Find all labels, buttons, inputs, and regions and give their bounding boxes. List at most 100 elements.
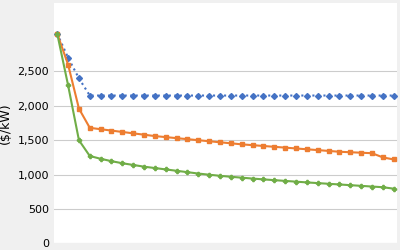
Moderate <box>66 63 70 66</box>
Moderate <box>315 148 320 152</box>
Advanced <box>218 174 222 177</box>
Moderate <box>337 150 342 153</box>
Moderate <box>120 130 125 134</box>
Conservative <box>55 32 60 35</box>
Advanced <box>98 157 103 160</box>
Conservative <box>239 94 244 97</box>
Moderate <box>174 137 179 140</box>
Moderate <box>207 140 212 143</box>
Moderate <box>76 107 81 110</box>
Moderate <box>163 136 168 138</box>
Advanced <box>207 173 212 176</box>
Conservative <box>304 94 309 97</box>
Line: Moderate: Moderate <box>55 32 396 162</box>
Conservative <box>142 94 146 97</box>
Conservative <box>283 94 288 97</box>
Advanced <box>185 171 190 174</box>
Conservative <box>218 94 222 97</box>
Advanced <box>66 84 70 87</box>
Conservative <box>207 94 212 97</box>
Advanced <box>120 162 125 165</box>
Moderate <box>55 32 60 35</box>
Conservative <box>228 94 233 97</box>
Moderate <box>218 141 222 144</box>
Advanced <box>359 184 364 187</box>
Conservative <box>359 94 364 97</box>
Conservative <box>196 94 201 97</box>
Conservative <box>326 94 331 97</box>
Moderate <box>109 129 114 132</box>
Advanced <box>348 184 353 187</box>
Conservative <box>348 94 353 97</box>
Conservative <box>76 77 81 80</box>
Moderate <box>294 147 298 150</box>
Moderate <box>272 145 277 148</box>
Advanced <box>174 169 179 172</box>
Advanced <box>152 166 157 170</box>
Conservative <box>261 94 266 97</box>
Conservative <box>185 94 190 97</box>
Moderate <box>261 144 266 148</box>
Advanced <box>196 172 201 175</box>
Moderate <box>326 150 331 152</box>
Conservative <box>120 94 125 97</box>
Conservative <box>174 94 179 97</box>
Advanced <box>326 182 331 185</box>
Advanced <box>55 32 60 35</box>
Advanced <box>370 185 374 188</box>
Advanced <box>109 160 114 163</box>
Moderate <box>131 132 136 135</box>
Moderate <box>348 151 353 154</box>
Conservative <box>391 94 396 97</box>
Advanced <box>131 164 136 166</box>
Advanced <box>272 179 277 182</box>
Moderate <box>380 156 385 159</box>
Moderate <box>142 133 146 136</box>
Moderate <box>152 134 157 138</box>
Advanced <box>163 168 168 171</box>
Moderate <box>250 144 255 147</box>
Advanced <box>391 187 396 190</box>
Line: Conservative: Conservative <box>55 32 396 98</box>
Advanced <box>250 177 255 180</box>
Conservative <box>163 94 168 97</box>
Conservative <box>109 94 114 97</box>
Moderate <box>304 148 309 151</box>
Moderate <box>359 151 364 154</box>
Advanced <box>337 183 342 186</box>
Advanced <box>261 178 266 181</box>
Moderate <box>228 142 233 145</box>
Conservative <box>315 94 320 97</box>
Advanced <box>142 165 146 168</box>
Conservative <box>337 94 342 97</box>
Y-axis label: CAPEX
($/kW): CAPEX ($/kW) <box>0 102 12 144</box>
Conservative <box>250 94 255 97</box>
Moderate <box>370 152 374 155</box>
Advanced <box>76 139 81 142</box>
Conservative <box>131 94 136 97</box>
Moderate <box>239 143 244 146</box>
Conservative <box>380 94 385 97</box>
Advanced <box>304 181 309 184</box>
Moderate <box>98 128 103 131</box>
Advanced <box>294 180 298 183</box>
Moderate <box>391 158 396 161</box>
Moderate <box>283 146 288 149</box>
Advanced <box>239 176 244 179</box>
Advanced <box>283 180 288 182</box>
Conservative <box>98 94 103 97</box>
Advanced <box>87 154 92 158</box>
Moderate <box>196 139 201 142</box>
Line: Advanced: Advanced <box>55 32 396 191</box>
Conservative <box>152 94 157 97</box>
Conservative <box>294 94 298 97</box>
Advanced <box>315 182 320 184</box>
Conservative <box>272 94 277 97</box>
Advanced <box>228 175 233 178</box>
Conservative <box>66 56 70 59</box>
Conservative <box>370 94 374 97</box>
Moderate <box>185 138 190 141</box>
Conservative <box>87 94 92 97</box>
Moderate <box>87 126 92 129</box>
Advanced <box>380 186 385 189</box>
